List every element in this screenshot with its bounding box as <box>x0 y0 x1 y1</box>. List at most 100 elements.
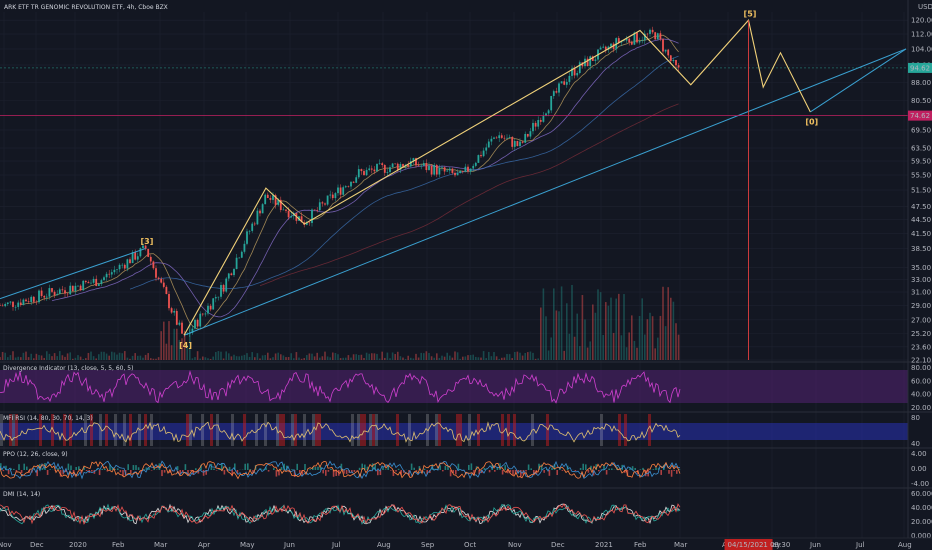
mfi-highlight <box>618 414 621 446</box>
wave-label: [0] <box>805 117 818 126</box>
volume-bar <box>194 357 196 360</box>
mfi-highlight <box>351 414 354 446</box>
ppo-histogram-bar <box>325 470 327 476</box>
volume-bar <box>581 295 584 360</box>
moving-average-line <box>20 34 679 330</box>
volume-bar <box>352 354 355 360</box>
candle-body <box>253 223 256 225</box>
candle-body <box>308 222 311 224</box>
candle-body <box>664 49 667 52</box>
volume-bar <box>196 351 199 360</box>
candle-body <box>433 165 436 175</box>
time-tick-label: Feb <box>634 541 647 549</box>
candle-body <box>443 167 446 172</box>
ppo-histogram-bar <box>197 470 200 474</box>
candle-body <box>139 248 142 257</box>
volume-bar <box>339 358 342 360</box>
volume-bar <box>584 319 586 360</box>
volume-bar <box>670 297 672 360</box>
candle-body <box>363 171 365 176</box>
volume-bar <box>142 357 144 360</box>
indicator-tick-label: 0.00 <box>911 465 927 473</box>
pane-band <box>0 370 908 403</box>
ppo-histogram-bar <box>499 463 501 470</box>
indicator-title: PPO (12, 26, close, 9) <box>3 451 68 458</box>
candle-body <box>565 81 568 85</box>
ppo-histogram-bar <box>319 466 322 470</box>
volume-bar <box>157 357 160 360</box>
ppo-histogram-bar <box>286 465 288 470</box>
ppo-histogram-bar <box>231 470 233 477</box>
volume-bar <box>631 315 633 360</box>
ppo-histogram-bar <box>23 463 25 470</box>
volume-bar <box>529 351 532 360</box>
candle-body <box>355 177 358 183</box>
time-tick-label: Oct <box>464 541 476 549</box>
price-tick-label: 63.50 <box>911 145 931 153</box>
candle-body <box>69 285 72 295</box>
candle-body <box>560 81 563 84</box>
ppo-histogram-bar <box>291 469 293 470</box>
candle-body <box>121 264 124 266</box>
ppo-histogram-bar <box>483 467 486 470</box>
candle-body <box>129 259 131 264</box>
mfi-highlight <box>546 414 549 446</box>
ppo-histogram-bar <box>106 470 109 472</box>
volume-bar <box>651 316 654 360</box>
ppo-histogram-bar <box>501 470 504 475</box>
candle-body <box>521 141 524 143</box>
candle-body <box>594 59 597 61</box>
volume-bar <box>293 358 295 360</box>
ppo-histogram-bar <box>187 470 189 476</box>
candle-body <box>662 39 664 52</box>
candle-body <box>456 173 459 176</box>
ppo-histogram-bar <box>309 469 311 470</box>
candle-body <box>448 168 451 171</box>
candle-body <box>12 301 14 307</box>
candle-body <box>493 137 495 139</box>
candle-body <box>285 209 287 211</box>
ppo-histogram-bar <box>494 470 496 472</box>
indicator-tick-label: 0.000 <box>911 532 931 540</box>
ppo-histogram-bar <box>137 467 140 470</box>
candle-body <box>571 68 573 76</box>
volume-bar <box>222 358 225 360</box>
ppo-histogram-bar <box>382 466 384 470</box>
candle-body <box>461 170 464 172</box>
ppo-histogram-bar <box>135 465 137 470</box>
ppo-histogram-bar <box>2 470 5 472</box>
indicator-tick-label: 20.000 <box>911 518 932 526</box>
candle-body <box>79 285 82 291</box>
candle-body <box>246 231 248 244</box>
volume-bar <box>74 357 77 360</box>
volume-bar <box>597 289 599 360</box>
time-tick-label: May <box>766 541 780 549</box>
mfi-highlight <box>90 414 93 446</box>
candle-body <box>84 280 87 283</box>
candle-body <box>357 169 360 178</box>
ppo-histogram-bar <box>345 470 348 474</box>
ppo-histogram-bar <box>444 465 447 470</box>
candle-body <box>165 286 168 294</box>
candle-body <box>675 59 677 66</box>
ppo-histogram-bar <box>436 468 439 470</box>
candle-body <box>48 288 51 297</box>
ppo-histogram-bar <box>418 466 421 470</box>
ppo-histogram-bar <box>7 470 10 475</box>
ppo-histogram-bar <box>548 470 551 476</box>
indicator-title: MFI RSI (14, 80, 30, 70, 14, 3) <box>3 415 93 422</box>
candle-body <box>113 269 116 273</box>
ppo-histogram-bar <box>335 470 337 476</box>
ppo-histogram-bar <box>358 467 361 470</box>
ppo-histogram-bar <box>598 470 600 472</box>
volume-bar <box>87 352 90 360</box>
ppo-histogram-bar <box>265 467 267 470</box>
candle-body <box>240 251 243 258</box>
time-tick-label: Mar <box>154 541 167 549</box>
ppo-histogram-bar <box>41 467 44 470</box>
candle-body <box>672 59 675 62</box>
ppo-histogram-bar <box>538 463 540 470</box>
ppo-histogram-bar <box>421 470 423 471</box>
cursor-time-tag <box>724 539 773 550</box>
